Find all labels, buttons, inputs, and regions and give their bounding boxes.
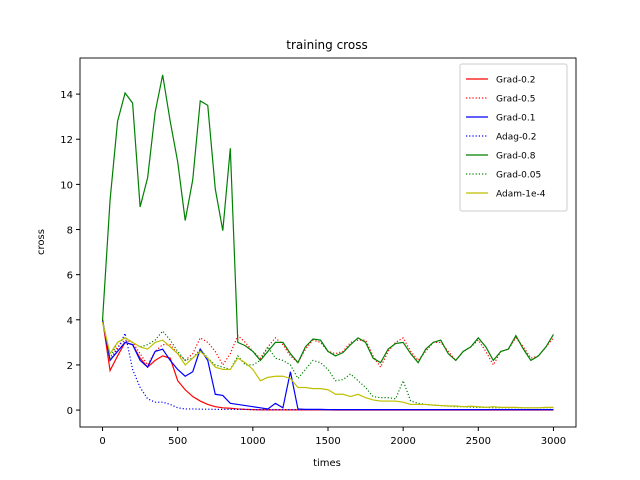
x-tick-label: 3000 [541, 436, 566, 447]
x-tick-label: 1000 [240, 436, 265, 447]
legend-label: Grad-0.05 [496, 171, 541, 181]
x-axis-label: times [313, 458, 341, 469]
y-tick-label: 14 [60, 90, 73, 101]
plot-frame [79, 57, 577, 428]
legend-label: Adam-1e-4 [496, 190, 546, 200]
x-tick-label: 2500 [466, 436, 491, 447]
legend-label: Grad-0.2 [496, 76, 535, 86]
x-tick-label: 1500 [315, 436, 340, 447]
data-line [101, 74, 554, 364]
legend-label: Grad-0.8 [496, 152, 536, 162]
data-line [101, 319, 554, 411]
data-line [101, 321, 554, 409]
legend-label: Grad-0.1 [496, 114, 535, 124]
x-tick-label: 2000 [390, 436, 415, 447]
y-tick-label: 2 [67, 361, 73, 372]
y-tick-label: 0 [67, 406, 73, 417]
chart-title: training cross [286, 38, 367, 52]
y-tick-label: 12 [60, 135, 73, 146]
y-tick-label: 4 [67, 316, 73, 327]
data-line [101, 319, 554, 411]
y-tick-label: 10 [60, 180, 73, 191]
x-tick-label: 500 [168, 436, 187, 447]
x-tick-label: 0 [99, 436, 105, 447]
data-line [101, 319, 554, 411]
y-tick-label: 8 [67, 226, 73, 237]
legend-box [459, 63, 568, 212]
data-line [101, 319, 554, 409]
legend-label: Adag-0.2 [496, 133, 537, 143]
y-axis-label: cross [36, 229, 47, 255]
legend-label: Grad-0.5 [496, 95, 535, 105]
y-tick-label: 6 [67, 271, 73, 282]
